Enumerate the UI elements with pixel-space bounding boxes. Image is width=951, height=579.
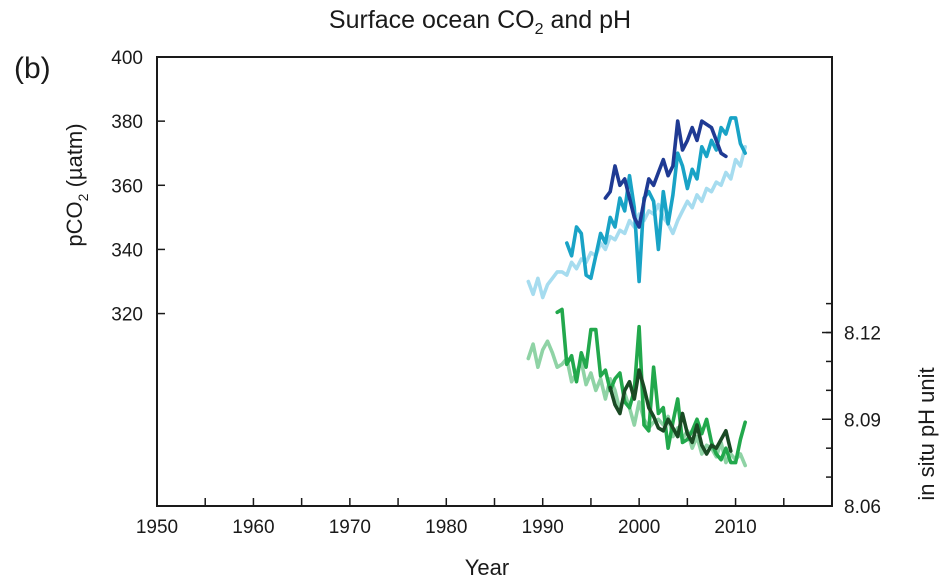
x-axis-label: Year bbox=[465, 555, 509, 579]
y-axis-right-label: in situ pH unit bbox=[914, 367, 939, 500]
series-layer bbox=[526, 116, 748, 468]
x-tick-label: 1950 bbox=[136, 517, 178, 538]
x-tick-label: 1990 bbox=[522, 517, 564, 538]
x-tick-label: 1980 bbox=[425, 517, 467, 538]
chart-title: Surface ocean CO2 and pH bbox=[329, 6, 631, 38]
series-line-6 bbox=[608, 368, 733, 456]
y-right-tick-label: 8.12 bbox=[844, 324, 881, 345]
y-right-tick-label: 8.09 bbox=[844, 410, 881, 431]
x-tick-label: 1970 bbox=[329, 517, 371, 538]
y-axis-right-label-group: in situ pH unit bbox=[914, 367, 939, 500]
y-right-tick-label: 8.06 bbox=[844, 497, 881, 518]
x-tick-label: 2000 bbox=[618, 517, 660, 538]
y-left-tick-label: 360 bbox=[111, 176, 143, 197]
panel-label: (b) bbox=[14, 52, 51, 85]
y-axis-left-label-group: pCO2 (µatm) bbox=[62, 123, 91, 246]
series-line-2 bbox=[564, 116, 748, 284]
plot-frame bbox=[156, 56, 833, 507]
x-tick-label: 2010 bbox=[714, 517, 756, 538]
y-left-tick-label: 380 bbox=[111, 112, 143, 133]
series-line-3 bbox=[603, 119, 728, 229]
y-axis-left-label: pCO2 (µatm) bbox=[62, 123, 91, 246]
x-tick-label: 1960 bbox=[232, 517, 274, 538]
ticks-layer: 1950 1960 1970 1980 1990 2000 2010 320 340 360 380… bbox=[111, 48, 881, 538]
y-left-tick-label: 320 bbox=[111, 305, 143, 326]
y-left-tick-label: 400 bbox=[111, 48, 143, 69]
y-left-tick-label: 340 bbox=[111, 240, 143, 261]
